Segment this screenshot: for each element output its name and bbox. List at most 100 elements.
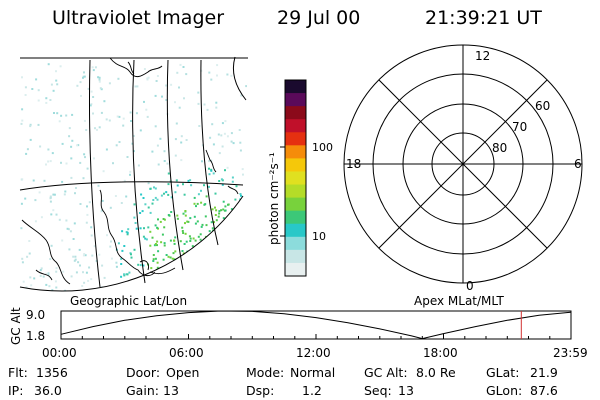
colorbar-segment xyxy=(285,145,306,159)
colorbar-segment xyxy=(285,132,306,146)
aurora-pixel xyxy=(190,184,193,187)
aurora-pixel xyxy=(29,125,32,128)
aurora-pixel xyxy=(217,215,220,218)
aurora-pixel xyxy=(58,120,61,123)
door-label: Door: xyxy=(126,365,161,380)
aurora-pixel xyxy=(169,256,172,259)
aurora-pixel xyxy=(80,94,82,97)
aurora-pixel xyxy=(31,88,34,90)
aurora-pixel xyxy=(208,285,211,288)
aurora-pixel xyxy=(134,85,137,88)
aurora-pixel xyxy=(167,277,170,280)
aurora-pixel xyxy=(214,192,217,195)
aurora-pixel xyxy=(235,185,238,188)
aurora-pixel xyxy=(237,214,240,217)
aurora-pixel xyxy=(181,230,184,232)
aurora-pixel xyxy=(151,150,154,153)
aurora-pixel xyxy=(221,255,224,258)
aurora-pixel xyxy=(185,240,188,243)
aurora-pixel xyxy=(21,108,24,111)
aurora-pixel xyxy=(241,168,244,171)
aurora-pixel xyxy=(52,209,55,212)
aurora-pixel xyxy=(75,187,77,189)
aurora-pixel xyxy=(176,71,179,74)
aurora-pixel xyxy=(106,234,108,237)
aurora-pixel xyxy=(163,192,165,195)
aurora-pixel xyxy=(200,201,203,204)
aurora-pixel xyxy=(146,115,149,118)
aurora-pixel xyxy=(189,240,192,242)
gain-value: 13 xyxy=(163,383,179,398)
aurora-pixel xyxy=(64,190,67,193)
aurora-pixel xyxy=(105,118,108,121)
aurora-pixel xyxy=(226,288,229,291)
aurora-pixel xyxy=(243,275,245,278)
aurora-pixel xyxy=(210,221,213,224)
aurora-pixel xyxy=(231,268,234,271)
aurora-pixel xyxy=(94,66,97,69)
aurora-pixel xyxy=(155,80,158,82)
aurora-pixel xyxy=(115,144,118,147)
aurora-pixel xyxy=(55,270,58,273)
aurora-pixel xyxy=(185,253,188,256)
aurora-pixel xyxy=(163,282,166,285)
aurora-pixel xyxy=(192,281,195,284)
aurora-pixel xyxy=(130,120,132,122)
aurora-pixel xyxy=(183,193,186,196)
aurora-pixel xyxy=(194,222,197,225)
aurora-pixel xyxy=(33,277,36,280)
aurora-pixel xyxy=(242,247,244,250)
aurora-pixel xyxy=(205,224,208,227)
aurora-pixel xyxy=(212,249,215,252)
aurora-pixel xyxy=(183,278,186,281)
aurora-pixel xyxy=(238,129,241,131)
colorbar-segment xyxy=(285,262,306,277)
aurora-pixel xyxy=(167,255,170,258)
aurora-pixel xyxy=(175,269,177,272)
aurora-pixel xyxy=(56,83,59,86)
aurora-pixel xyxy=(242,241,245,244)
aurora-pixel xyxy=(115,261,118,264)
aurora-pixel xyxy=(204,215,207,218)
aurora-pixel xyxy=(101,209,104,212)
aurora-pixel xyxy=(130,256,133,259)
dsp-label: Dsp: xyxy=(246,383,275,398)
aurora-pixel xyxy=(220,134,223,137)
aurora-pixel xyxy=(156,240,159,243)
aurora-pixel xyxy=(201,274,204,277)
aurora-pixel xyxy=(47,160,50,163)
aurora-pixel xyxy=(200,189,202,192)
aurora-pixel xyxy=(108,82,111,85)
aurora-pixel xyxy=(42,275,45,278)
aurora-pixel xyxy=(61,239,64,242)
aurora-pixel xyxy=(156,144,159,147)
colorbar-segment xyxy=(285,106,306,120)
aurora-pixel xyxy=(177,286,180,289)
aurora-pixel xyxy=(151,284,154,287)
aurora-pixel xyxy=(231,180,234,183)
altitude-xtick-0600: 06:00 xyxy=(169,346,204,360)
aurora-pixel xyxy=(126,231,129,234)
aurora-pixel xyxy=(37,89,40,92)
aurora-pixel xyxy=(205,195,208,198)
dsp-value: 1.2 xyxy=(302,383,322,398)
mlt-label-0: 0 xyxy=(466,279,474,293)
aurora-pixel xyxy=(187,179,190,182)
aurora-pixel xyxy=(53,193,56,196)
aurora-pixel xyxy=(97,76,100,79)
aurora-pixel xyxy=(175,179,178,182)
aurora-pixel xyxy=(184,232,187,235)
aurora-pixel xyxy=(56,112,59,115)
aurora-pixel xyxy=(21,119,24,122)
aurora-pixel xyxy=(222,217,225,220)
mlat-label-60: 60 xyxy=(535,99,550,113)
aurora-pixel xyxy=(210,169,213,172)
aurora-pixel xyxy=(37,123,40,126)
aurora-pixel xyxy=(182,258,185,261)
aurora-pixel xyxy=(49,99,52,101)
altitude-ytick-1.8: 1.8 xyxy=(26,329,46,343)
aurora-pixel xyxy=(169,239,172,242)
aurora-pixel xyxy=(128,285,131,287)
aurora-pixel xyxy=(153,186,155,189)
aurora-pixel xyxy=(240,194,242,197)
